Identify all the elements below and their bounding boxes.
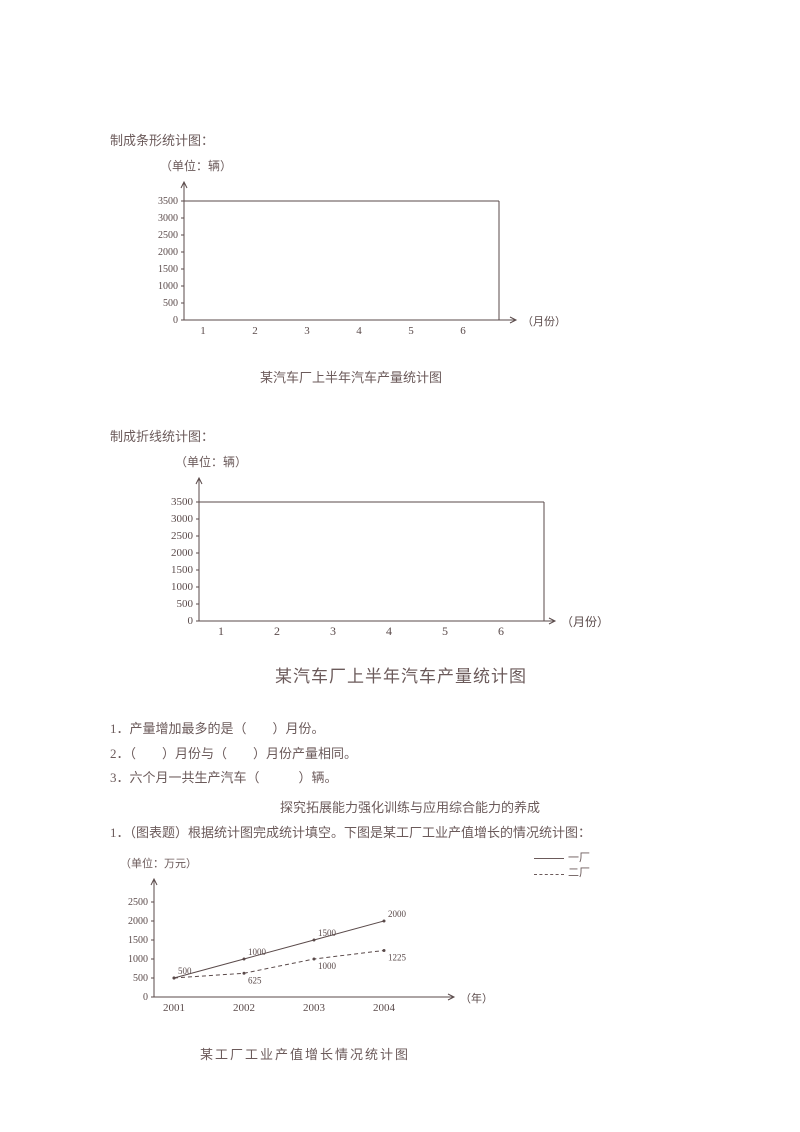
svg-text:5: 5: [408, 325, 414, 337]
svg-text:（月份）: （月份）: [522, 315, 566, 328]
svg-text:0: 0: [188, 615, 194, 627]
svg-text:1000: 1000: [318, 961, 337, 971]
svg-text:3500: 3500: [171, 496, 194, 508]
question-1: 1．产量增加最多的是（ ）月份。: [110, 717, 710, 742]
svg-text:1500: 1500: [128, 935, 148, 946]
chart2-caption: 某汽车厂上半年汽车产量统计图: [275, 662, 710, 687]
chart1: 0 500 1000 1500 2000 2500 3000 3500 1 2 3 4 5 6 （月份）: [150, 180, 710, 349]
svg-text:4: 4: [386, 624, 392, 638]
chart3-y-unit: （单位：万元）: [120, 855, 710, 871]
svg-text:500: 500: [163, 298, 178, 309]
svg-text:3000: 3000: [171, 513, 194, 525]
svg-text:1000: 1000: [171, 581, 194, 593]
svg-text:2000: 2000: [388, 909, 407, 919]
chart1-y-unit: （单位：辆）: [160, 157, 710, 174]
svg-text:1: 1: [200, 325, 206, 337]
svg-text:500: 500: [133, 973, 148, 984]
svg-text:500: 500: [177, 598, 194, 610]
svg-text:2000: 2000: [128, 916, 148, 927]
svg-text:2000: 2000: [158, 247, 178, 258]
chart2: 0 500 1000 1500 2000 2500 3000 3500 1 2 3 4 5 6 （月份）: [165, 476, 710, 650]
svg-text:4: 4: [356, 325, 362, 337]
svg-text:2: 2: [274, 624, 280, 638]
chart2-y-unit: （单位：辆）: [175, 453, 710, 470]
svg-text:0: 0: [143, 992, 148, 1003]
svg-text:3: 3: [330, 624, 336, 638]
line-chart-label: 制成折线统计图：: [110, 426, 710, 445]
bar-chart-label: 制成条形统计图：: [110, 130, 710, 149]
svg-text:2500: 2500: [158, 230, 178, 241]
svg-text:3000: 3000: [158, 213, 178, 224]
svg-text:2500: 2500: [171, 530, 194, 542]
chart3: 050010001500200025002001200220032004（年）5…: [120, 877, 710, 1026]
svg-text:2002: 2002: [233, 1002, 255, 1014]
svg-text:625: 625: [248, 975, 262, 985]
chart3-caption: 某工厂工业产值增长情况统计图: [200, 1044, 710, 1063]
question-list: 1．产量增加最多的是（ ）月份。 2．（ ）月份与（ ）月份产量相同。 3．六个…: [110, 717, 710, 791]
section-subtitle: 探究拓展能力强化训练与应用综合能力的养成: [110, 797, 710, 816]
svg-text:2004: 2004: [373, 1002, 396, 1014]
chart3-block: 一厂 二厂 （单位：万元） 05001000150020002500200120…: [120, 855, 710, 1063]
svg-text:（年）: （年）: [460, 991, 493, 1005]
svg-text:1500: 1500: [171, 564, 194, 576]
line-chart-block: （单位：辆） 0 500 1000 1500 2000 2500 3000 3500 1 2 3 4 5…: [165, 453, 710, 687]
svg-text:0: 0: [173, 315, 178, 326]
svg-text:2: 2: [252, 325, 258, 337]
svg-text:1000: 1000: [158, 281, 178, 292]
legend-1: 一厂: [568, 851, 590, 866]
svg-text:1500: 1500: [158, 264, 178, 275]
svg-text:3: 3: [304, 325, 310, 337]
svg-text:3500: 3500: [158, 196, 178, 207]
svg-text:1000: 1000: [128, 954, 148, 965]
bar-chart-block: （单位：辆） 0 500 1000 1500 2000 2500 3000 3500 1 2 3 4 5…: [150, 157, 710, 386]
svg-text:6: 6: [498, 624, 504, 638]
svg-text:2001: 2001: [163, 1002, 185, 1014]
svg-text:6: 6: [460, 325, 466, 337]
question-3: 3．六个月一共生产汽车（ ）辆。: [110, 766, 710, 791]
svg-text:2500: 2500: [128, 897, 148, 908]
svg-text:5: 5: [442, 624, 448, 638]
svg-text:（月份）: （月份）: [561, 615, 609, 629]
chart3-intro: 1．（图表题）根据统计图完成统计填空。下图是某工厂工业产值增长的情况统计图：: [110, 822, 710, 841]
svg-text:1225: 1225: [388, 953, 407, 963]
svg-text:2000: 2000: [171, 547, 194, 559]
svg-text:1: 1: [218, 624, 224, 638]
svg-text:2003: 2003: [303, 1002, 326, 1014]
chart1-caption: 某汽车厂上半年汽车产量统计图: [260, 367, 710, 386]
question-2: 2．（ ）月份与（ ）月份产量相同。: [110, 742, 710, 767]
